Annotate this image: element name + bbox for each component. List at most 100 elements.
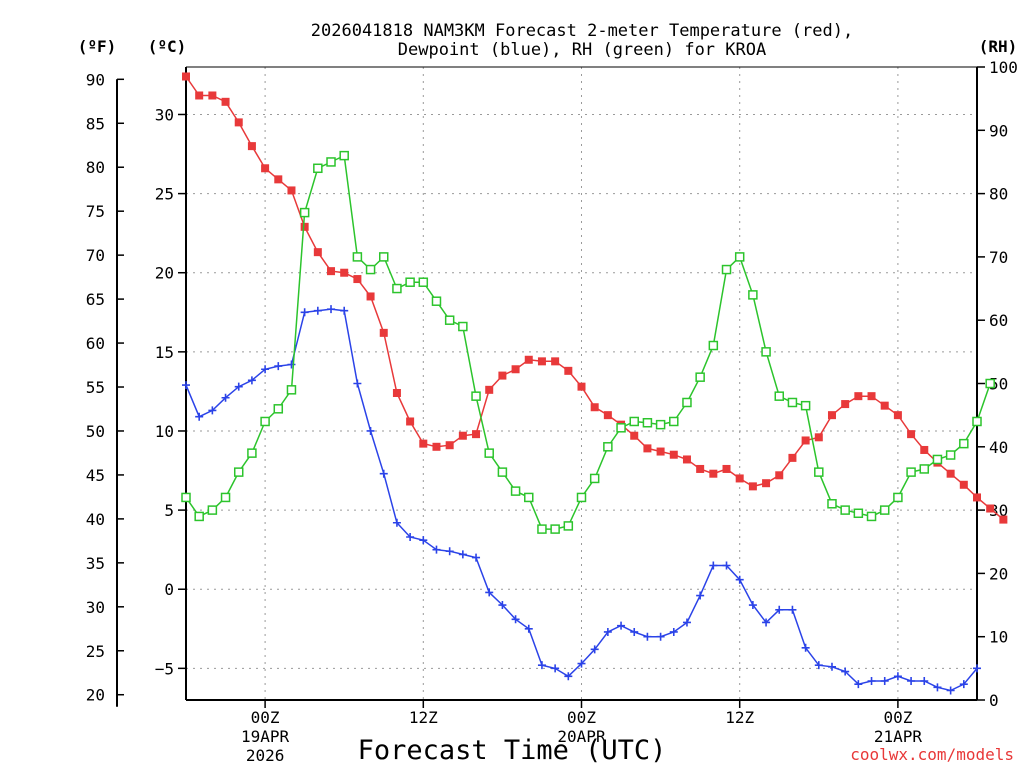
dewpoint-point — [590, 645, 599, 654]
temperature-point — [920, 445, 929, 454]
rh-point — [181, 492, 191, 503]
dewpoint-point — [458, 550, 467, 559]
rh-point — [379, 252, 389, 262]
dewpoint-point — [643, 632, 652, 641]
time-tick-label: 00Z — [567, 708, 596, 727]
dewpoint-point — [656, 632, 665, 641]
rh-point — [431, 296, 442, 306]
temperature-point — [775, 471, 784, 480]
dewpoint-point — [630, 627, 639, 636]
dewpoint-point — [195, 412, 204, 421]
fahrenheit-tick-label: 65 — [86, 290, 105, 309]
dewpoint-point — [537, 661, 546, 670]
dewpoint-point — [524, 624, 533, 633]
rh-point — [721, 264, 732, 275]
rh-series — [181, 150, 995, 534]
dewpoint-point — [327, 305, 336, 314]
dewpoint-point — [959, 680, 968, 689]
temperature-point — [735, 474, 744, 483]
dewpoint-point — [946, 686, 955, 695]
rh-point — [616, 423, 626, 433]
date-label: 20APR — [557, 727, 606, 746]
date-label: 21APR — [874, 727, 923, 746]
axes: 20 25 30 35 40 45 50 55 60 65 70 75 80 85 90 −5 0 5 10 15 20… — [86, 58, 1018, 765]
temperature-point — [986, 504, 995, 513]
rh-point — [352, 252, 363, 262]
temperature-point — [445, 441, 454, 450]
rh-point — [748, 290, 758, 300]
temperature-point — [630, 431, 639, 440]
rh-point — [550, 524, 560, 534]
temperature-point — [247, 142, 256, 151]
rh-point — [497, 467, 508, 477]
rh-point — [932, 454, 943, 465]
rh-point — [827, 499, 837, 509]
temperature-point — [893, 411, 902, 420]
dewpoint-point — [182, 381, 190, 390]
rh-tick-label: 90 — [989, 121, 1008, 140]
rh-point — [563, 521, 574, 531]
dewpoint-point — [498, 601, 507, 610]
dewpoint-point — [722, 561, 731, 570]
temperature-point — [973, 493, 981, 502]
temperature-point — [880, 401, 889, 410]
temperature-point — [722, 464, 731, 473]
temperature-point — [511, 365, 520, 374]
temperature-point — [406, 417, 415, 426]
rh-point — [761, 347, 771, 357]
time-tick-label: 00Z — [883, 708, 912, 727]
fahrenheit-tick-label: 20 — [86, 686, 105, 705]
dewpoint-point — [511, 615, 520, 624]
temperature-point — [656, 447, 665, 456]
rh-point — [273, 404, 284, 414]
rh-point — [655, 419, 666, 430]
celsius-tick-label: 10 — [155, 422, 174, 441]
fahrenheit-tick-label: 40 — [86, 510, 105, 529]
rh-point — [814, 467, 824, 477]
celsius-tick-label: −5 — [155, 659, 174, 678]
year-label: 2026 — [246, 746, 285, 765]
fahrenheit-tick-label: 70 — [86, 246, 105, 265]
temperature-point — [590, 403, 599, 412]
temperature-point — [682, 455, 691, 464]
temperature-point — [603, 411, 612, 420]
rh-point — [985, 378, 995, 389]
celsius-tick-label: 5 — [164, 501, 174, 520]
temperature-point — [353, 275, 362, 284]
celsius-tick-label: 0 — [164, 580, 174, 599]
temperature-point — [485, 385, 494, 394]
dewpoint-point — [867, 677, 876, 686]
dewpoint-point — [748, 601, 757, 610]
dewpoint-point — [775, 605, 784, 614]
temperature-point — [327, 267, 336, 276]
rh-point — [840, 505, 850, 515]
fahrenheit-tick-label: 30 — [86, 598, 105, 617]
dewpoint-point — [854, 680, 863, 689]
fahrenheit-tick-label: 75 — [86, 202, 105, 221]
fahrenheit-tick-label: 35 — [86, 554, 105, 573]
temperature-point — [432, 442, 441, 451]
rh-tick-label: 60 — [989, 311, 1008, 330]
chart-title-line1: 2026041818 NAM3KM Forecast 2-meter Tempe… — [311, 21, 853, 41]
rh-point — [444, 315, 455, 325]
temperature-point — [472, 430, 481, 439]
rh-point — [537, 524, 547, 534]
temperature-point — [709, 469, 718, 478]
rh-tick-label: 100 — [989, 58, 1018, 77]
dewpoint-point — [841, 667, 850, 676]
rh-point — [906, 467, 916, 477]
temperature-point — [999, 515, 1008, 524]
dewpoint-point — [603, 627, 612, 636]
dewpoint-point — [907, 677, 916, 686]
temperature-point — [274, 175, 283, 184]
rh-point — [919, 464, 930, 474]
rh-point — [576, 492, 587, 503]
date-label: 19APR — [241, 727, 290, 746]
celsius-tick-label: 20 — [155, 264, 174, 283]
temperature-point — [762, 479, 771, 488]
temperature-point — [959, 480, 968, 489]
temperature-point — [379, 328, 388, 337]
rh-point — [260, 416, 270, 427]
temperature-point — [366, 292, 375, 301]
rh-point — [286, 385, 297, 395]
